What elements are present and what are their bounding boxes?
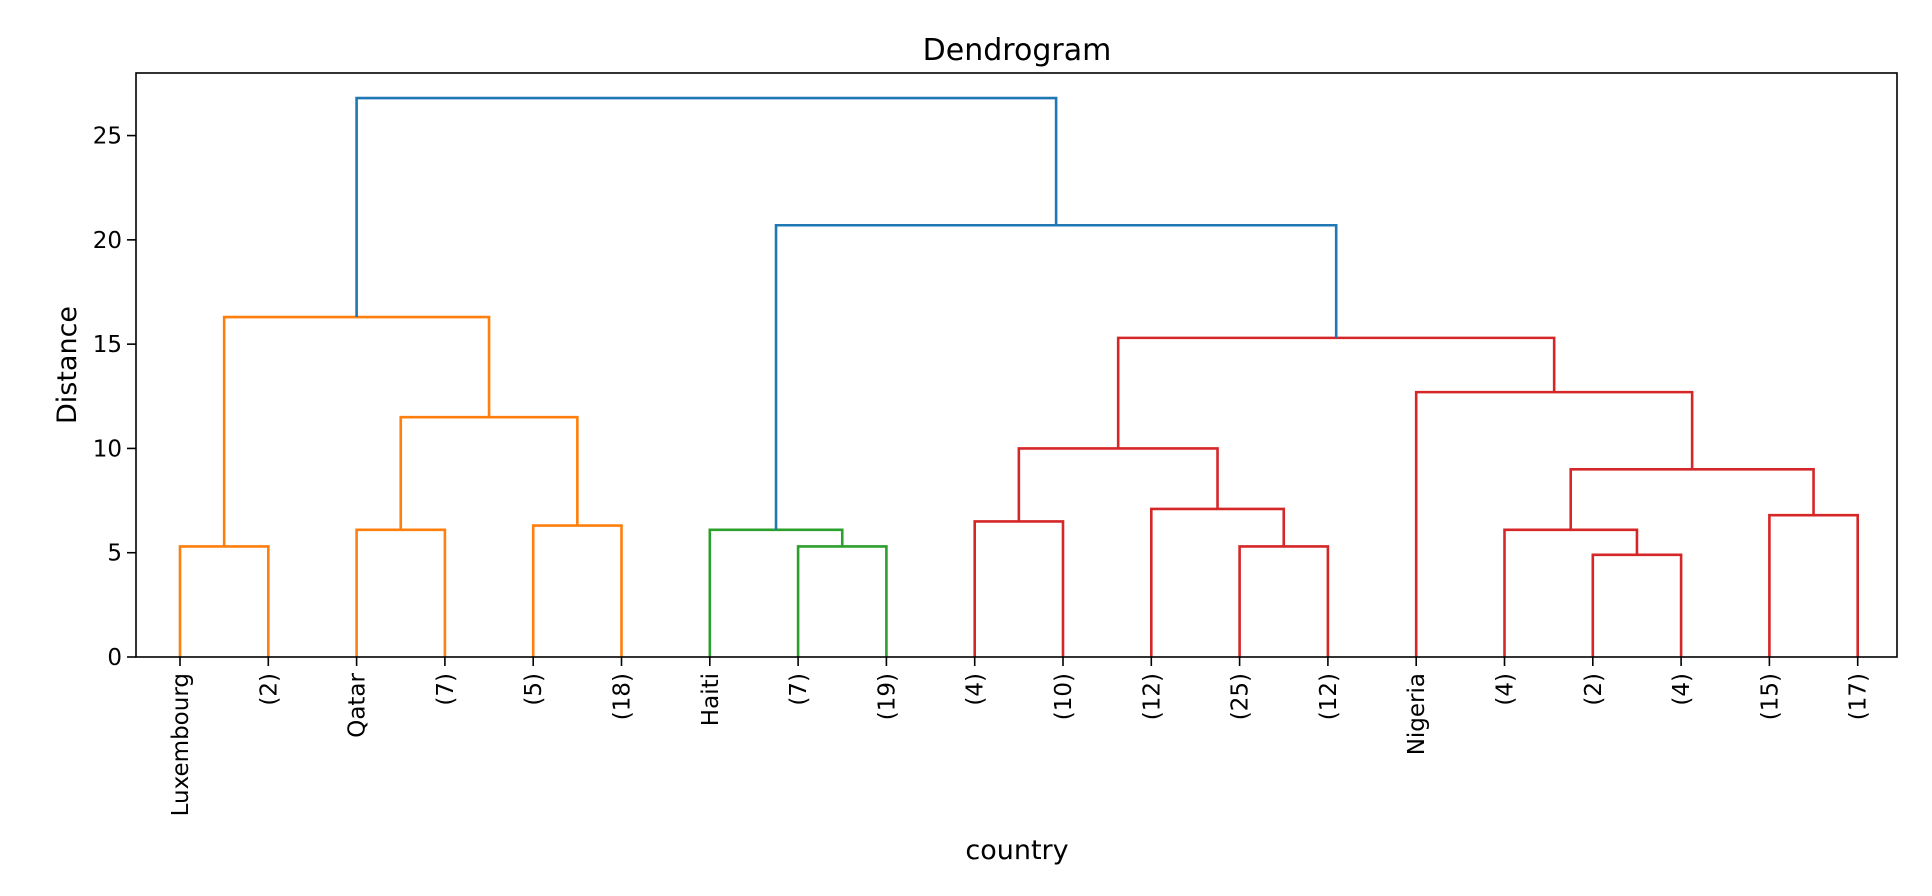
chart-title: Dendrogram [923,33,1112,68]
dendrogram-link [1503,528,1639,657]
leaf-label: Haiti [698,673,724,726]
leaf-label: (2) [1581,673,1607,706]
dendrogram-link [1017,447,1219,522]
leaf-label: Qatar [345,672,371,737]
leaf-label: (5) [521,673,547,706]
y-tick-label: 25 [93,124,122,150]
leaf-label: (12) [1139,673,1165,720]
dendrogram-link [355,528,447,657]
dendrogram-link [708,528,844,657]
dendrogram-link [796,545,888,657]
dendrogram-link [1238,545,1330,657]
dendrogram-link [1150,507,1286,657]
dendrogram-link [1116,336,1556,449]
leaf-label: (19) [874,673,900,720]
leaf-label: (4) [963,673,989,706]
dendrogram-link [355,96,1058,318]
leaf-label: (7) [433,673,459,706]
dendrogram-link [973,520,1065,657]
leaf-label: (7) [786,673,812,706]
x-axis-label: country [965,835,1068,866]
leaf-label: Luxembourg [168,673,194,816]
dendrogram-link [1569,467,1815,530]
y-tick-label: 20 [93,228,122,254]
dendrogram-link [774,223,1338,530]
dendrogram-link [399,415,579,530]
x-axis-leaf-labels: Luxembourg (2) Qatar (7) (5) (18) Haiti (7) (19)… [168,657,1872,816]
y-tick-label: 0 [107,645,122,671]
dendrogram-link [178,545,270,657]
leaf-label: (15) [1757,673,1783,720]
y-tick-label: 5 [107,541,122,567]
leaf-label: (4) [1669,673,1695,706]
y-tick-label: 10 [93,436,122,462]
leaf-label: (4) [1493,673,1519,706]
dendrogram-link [1768,513,1859,657]
leaf-label: (12) [1316,673,1342,720]
dendrogram-link [222,315,491,547]
dendrogram-link [1591,553,1683,657]
y-axis-label: Distance [52,306,83,424]
y-tick-label: 15 [93,332,122,358]
dendrogram-link [531,524,623,657]
dendrogram-link [1414,390,1694,657]
leaf-label: (2) [256,673,282,706]
leaf-label: (18) [610,673,636,720]
leaf-label: (17) [1846,673,1872,720]
leaf-label: (25) [1228,673,1254,720]
leaf-label: Nigeria [1404,673,1430,755]
links-layer [178,96,1859,657]
y-axis: 0 5 10 15 20 25 [93,124,136,671]
plot-frame [135,72,1898,658]
leaf-label: (10) [1051,673,1077,720]
